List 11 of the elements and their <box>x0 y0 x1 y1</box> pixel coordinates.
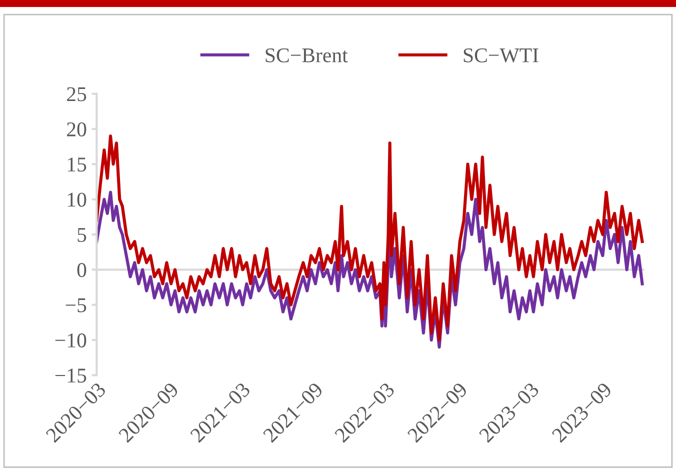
legend-label: SC−Brent <box>266 48 348 62</box>
y-tick-label: −5 <box>66 298 86 312</box>
y-tick-label: 20 <box>67 122 86 136</box>
y-tick-label: 0 <box>77 263 86 278</box>
y-tick-label: 5 <box>78 228 86 242</box>
legend-label: SC−WTI <box>464 48 538 62</box>
y-tick-label: 15 <box>68 158 86 172</box>
y-tick-label: −10 <box>55 333 86 348</box>
y-tick-label: 25 <box>67 87 86 102</box>
y-tick-label: −15 <box>55 368 86 383</box>
y-tick-label: 10 <box>68 192 86 207</box>
